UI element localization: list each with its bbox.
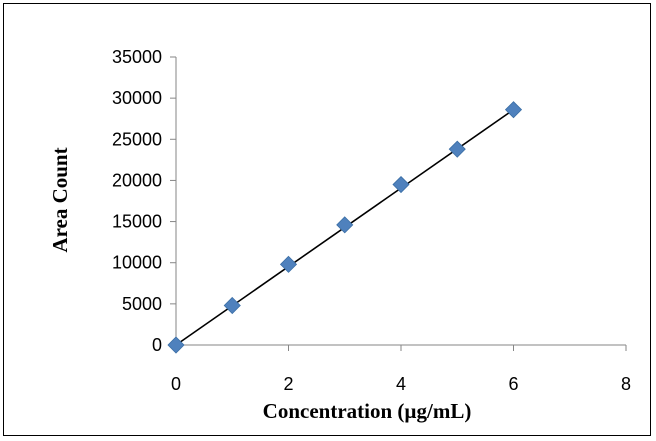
- data-point: [448, 140, 466, 158]
- y-axis-ticks: 0 5000 10000 15000 20000 25000 30000 35000: [112, 47, 176, 355]
- x-tick-label: 0: [171, 374, 181, 394]
- y-axis-title: Area Count: [48, 147, 72, 252]
- x-axis-title: Concentration (µg/mL): [263, 399, 472, 423]
- y-tick-label: 20000: [112, 170, 162, 190]
- x-tick-label: 2: [283, 374, 293, 394]
- y-tick-label: 15000: [112, 212, 162, 232]
- data-point: [392, 175, 410, 194]
- y-tick-label: 0: [152, 335, 162, 355]
- chart-frame: [3, 3, 651, 436]
- data-point: [223, 296, 241, 315]
- data-point: [504, 101, 523, 119]
- x-axis-ticks: 0 2 4 6 8: [171, 345, 631, 394]
- y-tick-label: 25000: [112, 129, 162, 149]
- axes: [175, 57, 626, 346]
- data-points: [167, 101, 523, 354]
- y-tick-label: 30000: [112, 88, 162, 108]
- data-point: [279, 255, 298, 273]
- y-tick-label: 5000: [122, 294, 162, 314]
- x-tick-label: 4: [396, 374, 406, 394]
- data-point: [167, 336, 185, 354]
- x-tick-label: 6: [508, 374, 518, 394]
- data-point: [336, 216, 354, 234]
- x-tick-label: 8: [621, 374, 631, 394]
- y-tick-label: 35000: [112, 47, 162, 67]
- y-tick-label: 10000: [112, 253, 162, 273]
